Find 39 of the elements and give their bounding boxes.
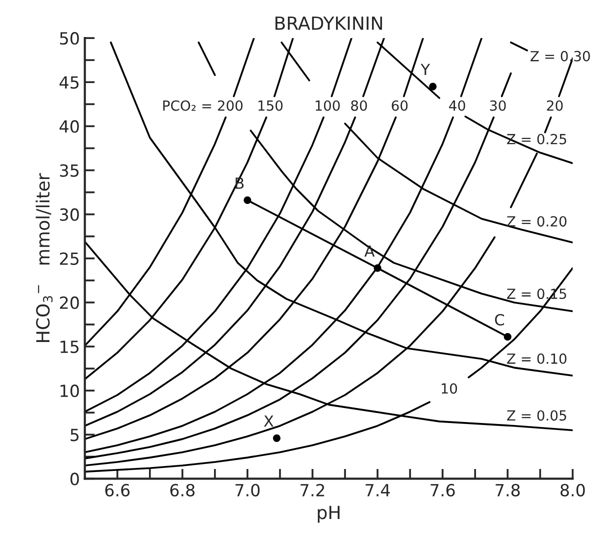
x-axis-title: pH (318, 506, 340, 523)
y-tick-label: 20 (60, 296, 79, 310)
annotation: C (495, 314, 504, 326)
series-label: 10 (442, 383, 457, 394)
annotation: Y (420, 64, 430, 76)
series-label: 30 (490, 100, 506, 111)
series-label: Z = 0.10 (507, 353, 566, 364)
series-label: 40 (449, 100, 466, 111)
y-tick-label: 5 (70, 428, 79, 442)
annotation: X (264, 416, 274, 427)
series-label: 80 (351, 100, 367, 111)
x-tick-label: 7.2 (300, 484, 324, 496)
y-tick-label: 40 (60, 120, 79, 133)
series-label: 100 (316, 100, 340, 111)
x-tick-label: 6.8 (170, 484, 195, 496)
text: HCO$_{3}$$^{−}$ mmol/liter (36, 173, 53, 342)
y-tick-label: 15 (60, 340, 79, 354)
series-label: 150 (258, 100, 283, 111)
y-tick-label: 45 (60, 76, 79, 89)
x-tick-label: 7.6 (430, 484, 455, 496)
series-label: 60 (392, 100, 408, 111)
y-tick-label: 35 (60, 164, 79, 177)
x-tick-label: 7.8 (496, 484, 520, 496)
y-tick-label: 10 (60, 384, 79, 398)
x-tick-label: 6.6 (105, 484, 130, 496)
series-label: PCO₂ = 200 (163, 100, 243, 111)
y-tick-label: 25 (60, 252, 79, 265)
chart-title: BRADYKININ (276, 16, 382, 30)
series-label: Z = 0.20 (507, 216, 566, 227)
series-label: Z = 0.30 (530, 50, 590, 62)
x-tick-label: 7.0 (236, 484, 260, 496)
annotation: A (364, 245, 375, 257)
series-label: 20 (546, 100, 563, 111)
x-tick-label: 8.0 (560, 484, 585, 496)
y-tick-label: 0 (70, 472, 79, 486)
y-tick-label: 50 (60, 32, 79, 45)
series-label: Z = 0.05 (507, 410, 566, 421)
y-tick-label: 30 (60, 208, 79, 221)
x-tick-label: 7.4 (366, 484, 390, 496)
